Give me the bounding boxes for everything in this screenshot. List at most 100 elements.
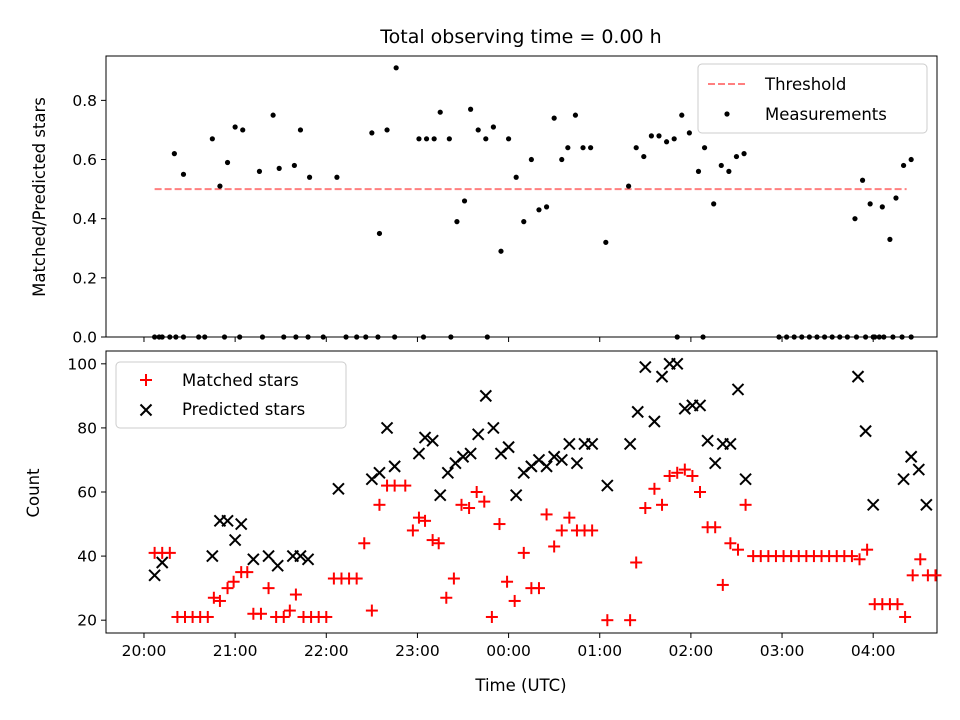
top-y-axis-label: Matched/Predicted stars	[30, 97, 49, 297]
measurement-point	[167, 334, 173, 340]
measurement-point	[899, 334, 905, 340]
predicted-mark-b	[509, 488, 523, 502]
measurement-point	[270, 112, 276, 118]
matched-star-point	[601, 614, 614, 627]
predicted-mark-b	[693, 399, 707, 412]
predicted-mark-b	[655, 370, 669, 383]
predicted-mark-b	[570, 456, 584, 470]
measurement-point	[423, 136, 430, 142]
measurement-point	[852, 216, 858, 222]
measurement-point	[862, 334, 869, 340]
predicted-star-point	[563, 437, 576, 451]
measurement-point	[656, 133, 662, 139]
legend-measurements-swatch	[724, 111, 730, 117]
measurement-point	[237, 334, 243, 340]
measurement-point	[844, 334, 850, 340]
matched-star-point	[419, 514, 432, 527]
predicted-star-point	[547, 450, 561, 463]
predicted-mark-b	[648, 415, 661, 428]
predicted-star-point	[301, 553, 315, 566]
matched-star-point	[350, 572, 363, 585]
matched-star-point	[406, 524, 419, 537]
predicted-mark-b	[380, 421, 394, 435]
bottom-x-tick-label: 20:00	[122, 642, 167, 660]
matched-star-point	[227, 575, 240, 588]
matched-star-point	[540, 508, 553, 521]
matched-star-point	[501, 575, 514, 588]
measurement-point	[375, 334, 381, 340]
bottom-y-tick-label: 80	[77, 419, 97, 437]
matched-star-point	[845, 550, 858, 563]
measurement-point	[718, 162, 724, 169]
matched-star-point	[517, 546, 530, 559]
predicted-star-point	[585, 437, 599, 451]
measurement-point	[393, 65, 399, 71]
measurement-point	[776, 334, 782, 340]
bottom-x-tick-label: 23:00	[395, 642, 440, 660]
measurement-point	[498, 248, 504, 254]
matched-star-point	[365, 604, 378, 617]
measurement-point	[343, 334, 349, 340]
predicted-mark-b	[228, 533, 242, 547]
predicted-star-point	[724, 437, 737, 451]
predicted-star-point	[897, 472, 910, 486]
measurement-point	[173, 334, 179, 340]
measurement-point	[551, 115, 557, 121]
top-y-tick-label: 0.8	[72, 92, 97, 110]
measurement-point	[490, 124, 496, 130]
matched-star-point	[221, 582, 234, 595]
matched-star-point	[463, 502, 476, 515]
measurement-point	[829, 334, 835, 340]
measurement-point	[663, 139, 670, 145]
predicted-mark-b	[148, 569, 161, 582]
predicted-star-point	[631, 405, 644, 419]
matched-star-point	[207, 591, 220, 604]
matched-star-point	[724, 537, 737, 550]
matched-star-point	[929, 569, 942, 582]
matched-star-point	[213, 594, 226, 607]
predicted-star-point	[380, 421, 394, 435]
predicted-star-point	[601, 479, 614, 492]
measurement-point	[293, 334, 299, 340]
measurements-series	[152, 65, 914, 340]
measurement-point	[799, 334, 805, 340]
predicted-mark-b	[418, 431, 432, 444]
measurement-point	[859, 177, 866, 183]
measurement-point	[700, 334, 706, 340]
predicted-mark-b	[388, 460, 401, 473]
matched-star-point	[861, 543, 874, 556]
predicted-mark-b	[851, 370, 865, 383]
matched-star-point	[678, 463, 691, 476]
matched-star-point	[508, 594, 521, 607]
predicted-mark-b	[585, 437, 599, 451]
predicted-mark-b	[540, 460, 553, 473]
matched-star-point	[586, 524, 599, 537]
measurement-point	[633, 145, 639, 151]
legend-threshold-label: Threshold	[764, 75, 846, 94]
predicted-star-point	[509, 488, 523, 502]
top-legend-box	[697, 63, 928, 134]
predicted-star-point	[502, 440, 515, 454]
matched-star-point	[739, 498, 752, 511]
measurement-point	[240, 127, 246, 133]
measurement-point	[711, 201, 717, 207]
matched-star-point	[399, 479, 412, 492]
matched-star-point	[289, 588, 302, 601]
predicted-mark-b	[471, 428, 485, 441]
predicted-star-point	[912, 463, 925, 476]
predicted-mark-b	[563, 437, 576, 451]
legend-measurements-label: Measurements	[765, 105, 887, 124]
matched-star-point	[671, 466, 684, 479]
measurement-point	[156, 334, 162, 340]
measurement-point	[741, 151, 747, 157]
measurement-point	[887, 236, 893, 242]
measurement-point	[384, 127, 390, 133]
measurement-point	[648, 133, 654, 139]
measurement-point	[821, 334, 828, 340]
matched-star-point	[320, 610, 333, 623]
measurement-point	[565, 145, 571, 151]
bottom-x-tick-label: 00:00	[486, 642, 531, 660]
predicted-star-point	[441, 466, 455, 479]
measurement-point	[536, 207, 542, 213]
